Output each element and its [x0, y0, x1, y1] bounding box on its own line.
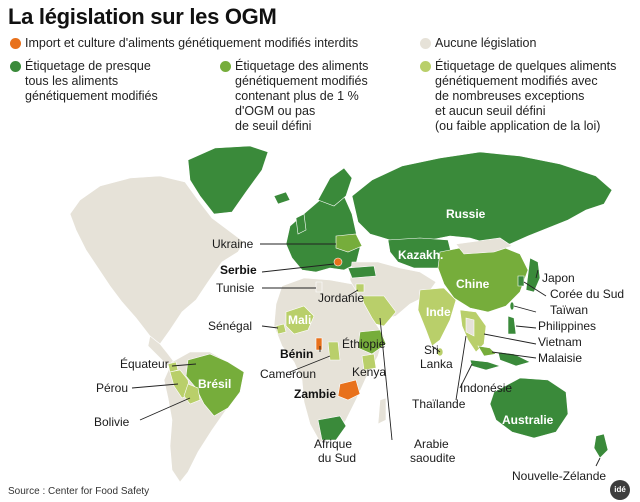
taiwan	[509, 301, 515, 311]
japan	[525, 257, 541, 293]
legend-swatch-presque-tous	[10, 61, 21, 72]
south-korea	[517, 275, 525, 287]
tunisia	[315, 281, 323, 293]
label-arabie-2: saoudite	[410, 451, 456, 465]
label-ukraine: Ukraine	[212, 237, 254, 251]
label-cameroun: Cameroun	[260, 367, 316, 381]
label-tunisie: Tunisie	[216, 281, 255, 295]
label-kazakh: Kazakh.	[398, 248, 443, 262]
indonesia	[469, 359, 502, 371]
indonesia-2	[497, 351, 531, 367]
madagascar	[377, 397, 387, 425]
russia	[351, 151, 613, 245]
label-malaisie: Malaisie	[538, 351, 582, 365]
australia	[489, 377, 569, 439]
new-zealand	[593, 433, 609, 459]
label-arabie-1: Arabie	[414, 437, 449, 451]
label-kenya: Kenya	[352, 365, 386, 379]
brazil	[185, 353, 245, 417]
label-taiwan: Taïwan	[550, 303, 588, 317]
thailand	[465, 317, 475, 337]
label-zambie: Zambie	[294, 387, 336, 401]
label-russie: Russie	[446, 207, 486, 221]
label-inde: Inde	[426, 305, 451, 319]
label-sri-lanka-2: Lanka	[420, 357, 453, 371]
label-sri-lanka-1: Sri	[424, 343, 439, 357]
label-bresil: Brésil	[198, 377, 231, 391]
legend-label-presque-tous: Étiquetage de presque tous les aliments …	[25, 59, 158, 103]
label-thailande: Thaïlande	[412, 397, 466, 411]
mali	[285, 305, 315, 335]
legend-swatch-aucune	[420, 38, 431, 49]
legend-label-quelques: Étiquetage de quelques aliments génétiqu…	[435, 59, 617, 133]
label-equateur: Équateur	[120, 356, 169, 371]
label-australie: Australie	[502, 413, 554, 427]
turkey	[347, 265, 377, 279]
legend-label-aucune: Aucune législation	[435, 36, 537, 50]
label-jordanie: Jordanie	[318, 291, 364, 305]
leader-lines	[131, 243, 601, 467]
label-afrique-du-sud-1: Afrique	[314, 437, 352, 451]
zambia	[337, 379, 361, 401]
iceland	[273, 191, 291, 205]
mongolia	[455, 237, 513, 255]
ecuador	[167, 361, 179, 373]
label-ethiopie: Éthiopie	[342, 336, 386, 351]
label-mali: Mali	[288, 313, 311, 327]
benin	[315, 337, 323, 351]
label-senegal: Sénégal	[208, 319, 252, 333]
label-afrique-du-sud-2: du Sud	[318, 451, 356, 465]
legend-swatch-quelques	[420, 61, 431, 72]
label-chine: Chine	[456, 277, 490, 291]
label-indonesie: Indonésie	[460, 381, 512, 395]
south-africa	[317, 415, 347, 441]
legend-swatch-plus-1pct	[220, 61, 231, 72]
publisher-logo: idé	[610, 480, 630, 500]
senegal	[275, 323, 287, 335]
label-japon: Japon	[542, 271, 575, 285]
cameroon	[327, 341, 341, 361]
label-serbie: Serbie	[220, 263, 257, 277]
label-benin: Bénin	[280, 347, 313, 361]
malaysia	[477, 345, 497, 357]
india	[417, 287, 457, 347]
ethiopia	[357, 329, 387, 355]
legend-swatch-interdit	[10, 38, 21, 49]
uk	[295, 213, 307, 235]
label-nz: Nouvelle-Zélande	[512, 469, 606, 483]
legend-label-interdit: Import et culture d'aliments génétiqueme…	[25, 36, 359, 50]
label-bolivie: Bolivie	[94, 415, 130, 429]
europe	[285, 189, 361, 273]
label-philippines: Philippines	[538, 319, 596, 333]
kenya	[361, 353, 377, 371]
greenland	[187, 145, 269, 215]
north-america	[69, 175, 245, 345]
label-coree: Corée du Sud	[550, 287, 624, 301]
scandinavia	[317, 167, 353, 207]
label-perou: Pérou	[96, 381, 128, 395]
serbia	[333, 257, 343, 267]
page-title: La législation sur les OGM	[8, 4, 277, 29]
source-note: Source : Center for Food Safety	[8, 486, 150, 497]
ukraine	[335, 233, 363, 253]
philippines	[507, 315, 517, 335]
label-vietnam: Vietnam	[538, 335, 582, 349]
legend-label-plus-1pct: Étiquetage des aliments génétiquement mo…	[235, 59, 369, 133]
